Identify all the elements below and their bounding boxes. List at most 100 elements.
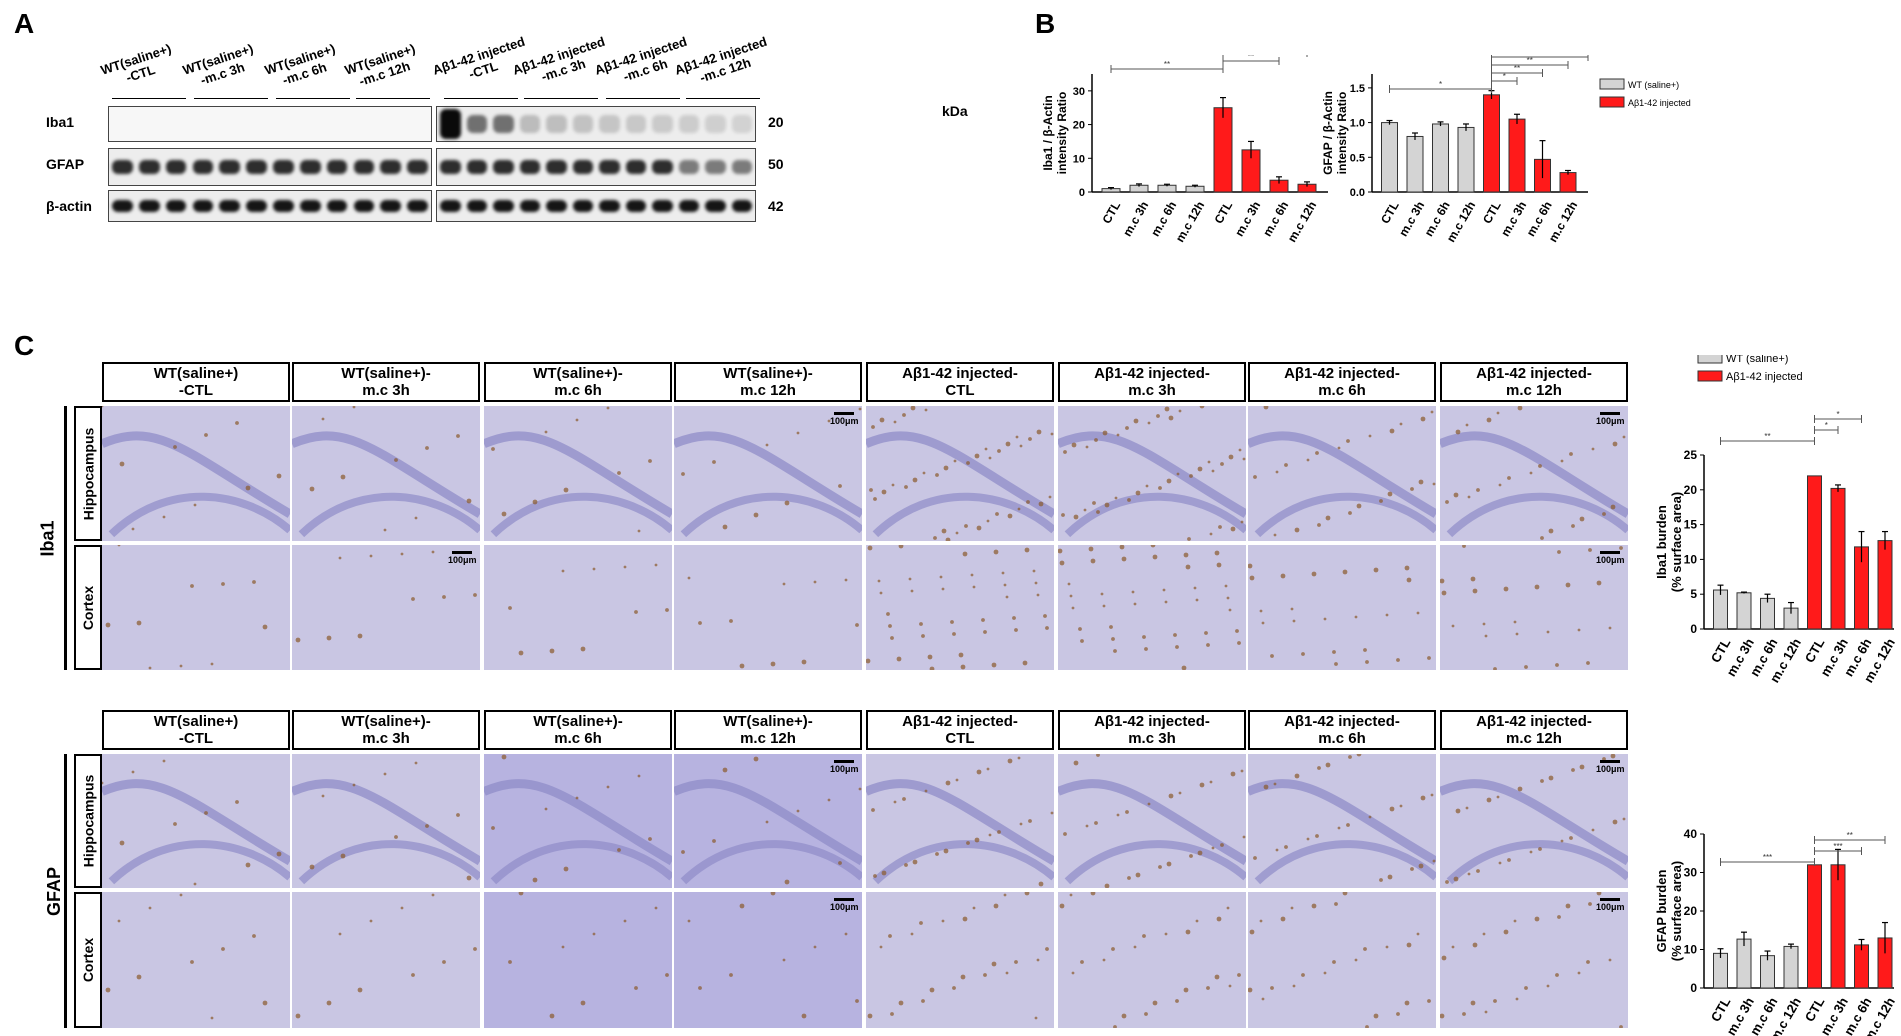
scale-bar: 100μm <box>1596 551 1625 565</box>
legend-swatch <box>1599 78 1625 90</box>
stain-speck <box>1503 586 1509 592</box>
blot-band <box>407 160 428 174</box>
blot-membrane-strip <box>436 190 756 222</box>
y-axis-label: GFAP / β-Actin <box>1321 91 1335 175</box>
stain-speck <box>1451 624 1455 628</box>
stain-speck <box>950 620 954 624</box>
stain-speck <box>1253 856 1257 860</box>
stain-speck <box>1142 635 1146 639</box>
bar <box>1830 864 1846 989</box>
stain-speck <box>867 545 873 551</box>
scale-bar: 100μm <box>830 898 859 912</box>
stain-speck <box>117 919 121 923</box>
blot-lane-underline <box>276 98 350 99</box>
hippocampus-layer-drawing <box>484 431 672 538</box>
stain-speck <box>782 582 786 586</box>
stain-speck <box>1069 594 1073 598</box>
stain-speck <box>908 577 912 581</box>
bar <box>1807 864 1822 989</box>
scale-bar-label: 100μm <box>830 764 859 774</box>
y-tick-label: 1.5 <box>1350 83 1365 95</box>
stain-speck <box>383 772 387 776</box>
stain-speck <box>1189 854 1193 858</box>
stain-speck <box>295 637 301 643</box>
stain-speck <box>119 461 125 467</box>
hippocampus-image <box>292 754 480 888</box>
legend-label: Aβ1-42 injected <box>1628 98 1691 108</box>
stain-speck <box>1158 865 1162 869</box>
blot-lane-label: WT(saline+) -m.c 6h <box>262 40 338 88</box>
stain-speck <box>102 781 104 785</box>
stain-speck <box>131 527 135 531</box>
stain-speck <box>179 893 183 897</box>
stain-speck <box>1063 450 1067 454</box>
blot-lane-label: Aβ1-42 injected -m.c 12h <box>672 33 769 86</box>
stain-speck <box>1496 795 1500 799</box>
hippocampus-image <box>1058 754 1246 888</box>
stain-specks <box>1440 892 1623 1028</box>
stain-speck <box>414 761 418 765</box>
stain-speck <box>1206 986 1210 990</box>
dentate-gyrus-layer <box>872 492 1054 538</box>
stain-speck <box>1280 573 1286 579</box>
stain-specks <box>105 545 268 670</box>
stain-speck <box>869 488 873 492</box>
stain-speck <box>1517 786 1523 792</box>
stain-speck <box>1073 514 1079 520</box>
stain-speck <box>770 892 776 896</box>
stain-speck <box>1043 614 1047 618</box>
stain-speck <box>425 824 429 828</box>
stain-speck <box>976 525 982 531</box>
stain-speck <box>252 580 256 584</box>
stain-speck <box>1334 662 1338 666</box>
stain-speck <box>1162 588 1166 592</box>
stain-speck <box>986 767 990 771</box>
stain-speck <box>962 551 968 557</box>
y-axis-label: Iba1 burden <box>1654 505 1669 579</box>
stain-speck <box>1294 773 1300 779</box>
ihc-column-header: Aβ1-42 injected- m.c 12h <box>1440 710 1628 750</box>
stain-speck <box>162 515 166 519</box>
stain-speck <box>784 500 790 506</box>
bar <box>1483 94 1500 193</box>
stain-speck <box>1555 973 1559 977</box>
stain-speck <box>1342 892 1348 896</box>
bar <box>1760 955 1775 989</box>
bar <box>1406 135 1424 193</box>
hippocampus-image: 100μm <box>1440 406 1628 541</box>
stain-specks <box>491 406 652 533</box>
stain-speck <box>1387 491 1393 497</box>
western-blot-panel: kDa WT(saline+) -CTL WT(saline+) -m.c 3h W… <box>0 0 1000 300</box>
cortex-image <box>484 892 672 1028</box>
stain-speck <box>1275 848 1279 852</box>
region-label-box: Hippocampus <box>74 754 102 888</box>
stain-speck <box>753 756 759 762</box>
stain-speck <box>877 579 881 583</box>
cortex-image <box>866 545 1054 670</box>
stain-speck <box>1237 973 1241 977</box>
y-axis-label: (% surface area) <box>1669 861 1684 961</box>
y-axis-label: GFAP burden <box>1654 870 1669 953</box>
stain-speck <box>935 852 939 856</box>
stain-speck <box>1406 942 1412 948</box>
stain-speck <box>1548 775 1554 781</box>
scale-bar-label: 100μm <box>448 555 477 565</box>
stain-speck <box>338 932 342 936</box>
blot-band <box>299 160 321 174</box>
blot-band <box>219 200 241 212</box>
stain-speck <box>871 808 875 812</box>
blot-membrane-strip <box>108 106 432 142</box>
stain-speck <box>1019 822 1023 826</box>
stain-speck <box>1610 504 1616 510</box>
stain-speck <box>1315 834 1319 838</box>
stain-speck <box>960 974 966 980</box>
stain-speck <box>976 769 982 775</box>
cortex-image <box>1058 545 1246 670</box>
stain-speck <box>1284 463 1288 467</box>
category-label: m.c 3h <box>1120 199 1151 239</box>
stain-speck <box>1332 650 1336 654</box>
stain-speck <box>681 472 685 476</box>
stain-speck <box>1038 501 1044 507</box>
stain-speck <box>1038 881 1044 887</box>
stain-bracket <box>64 754 67 1028</box>
